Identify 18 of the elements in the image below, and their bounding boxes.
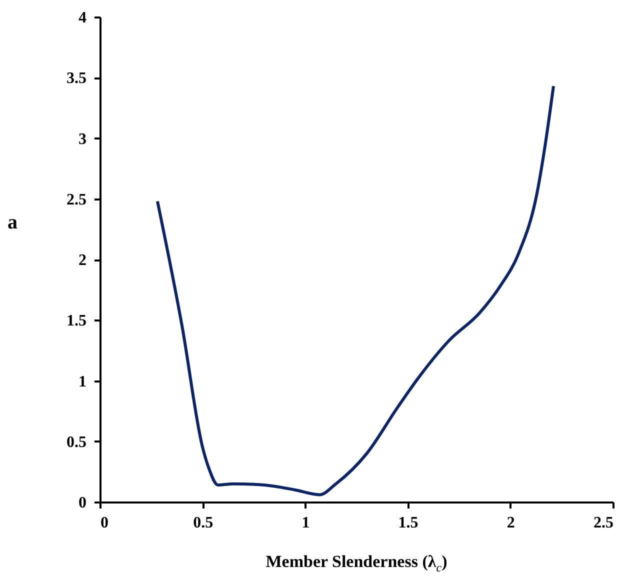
- y-tick-label: 0: [78, 494, 86, 512]
- x-axis-title: Member Slenderness (λ$_{c}$): [264, 552, 448, 576]
- y-tick-label: 3.5: [66, 70, 86, 88]
- y-tick-label: 1: [78, 373, 86, 390]
- y-tick-label: 1.5: [66, 312, 86, 330]
- line-series: [156, 84, 555, 496]
- x-tick-label: 0.5: [193, 514, 214, 532]
- x-tick-label: 1.5: [398, 514, 418, 532]
- x-tick-label: 1: [302, 514, 310, 532]
- y-tick-label: 3: [78, 130, 86, 148]
- y-tick-label: 0.5: [66, 434, 86, 451]
- y-axis-title: a: [8, 212, 18, 234]
- y-tick-label: 2: [78, 252, 86, 269]
- x-tick-label: 2.5: [594, 514, 614, 532]
- x-tick-label: 2: [506, 514, 515, 532]
- y-tick-label: 4: [78, 10, 86, 26]
- y-tick-label: 2.5: [66, 191, 86, 208]
- x-tick-label: 0: [100, 514, 108, 532]
